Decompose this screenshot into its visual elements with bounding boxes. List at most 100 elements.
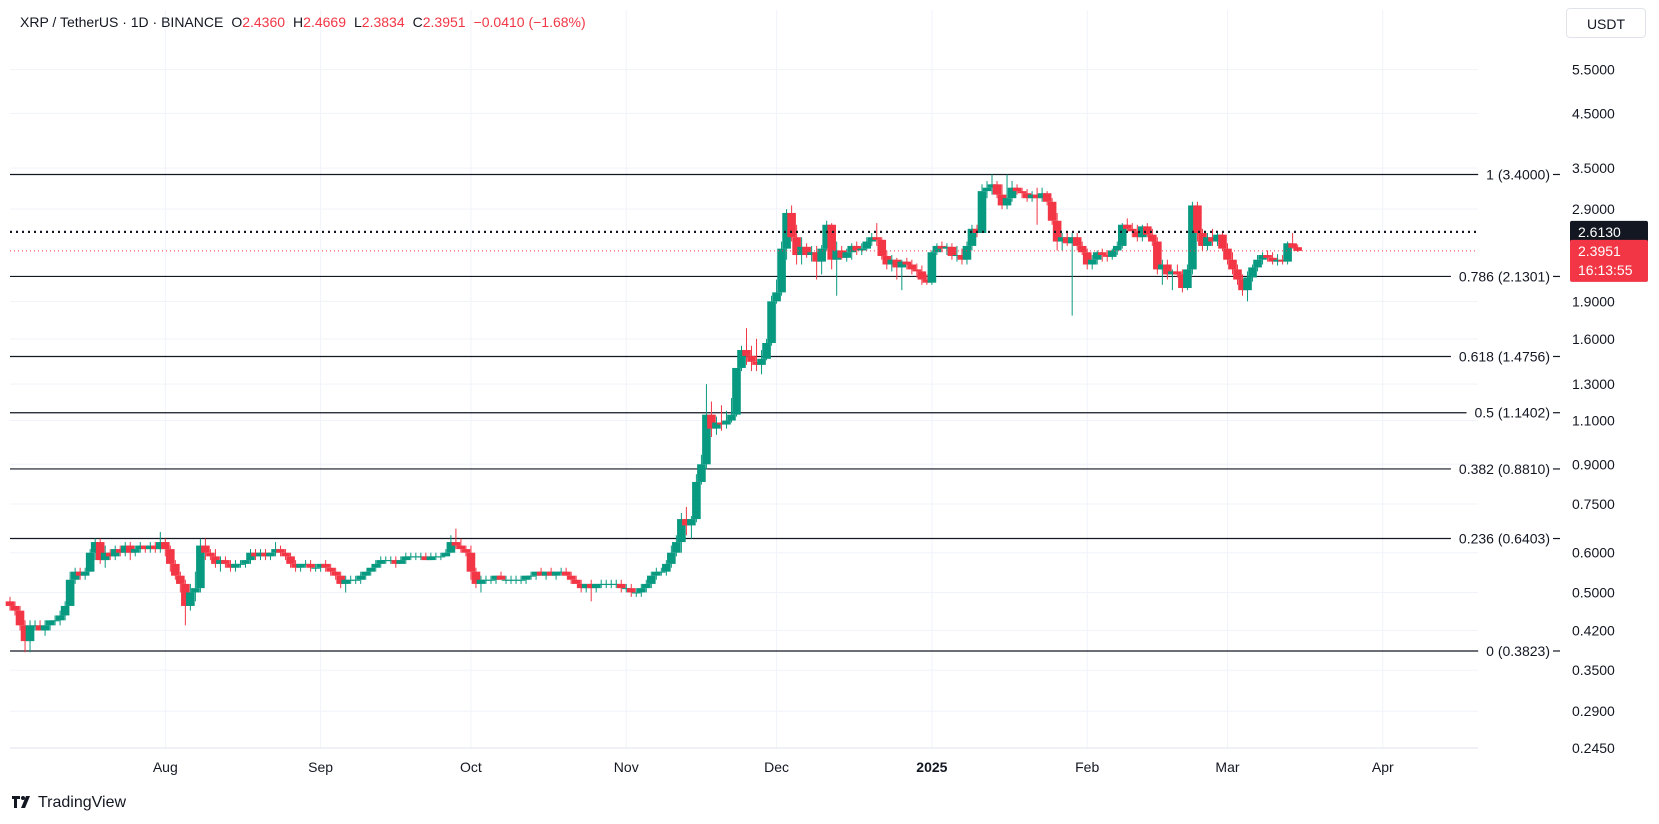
candle-body (707, 414, 716, 429)
candle-body (191, 588, 200, 593)
candle-body (55, 615, 65, 621)
candle-body (897, 261, 907, 268)
candle-body (561, 571, 571, 576)
fibonacci-retracement[interactable]: 1 (3.4000) 0.786 (2.1301) 0.618 (1.4756) 0.… (10, 166, 1560, 659)
candle-body (652, 571, 661, 576)
candle-body (1067, 237, 1077, 244)
candle-body (1122, 224, 1132, 229)
candle-body (50, 620, 60, 622)
candle-body (156, 542, 165, 550)
candle-body (1198, 232, 1207, 246)
candle-body (10, 605, 20, 611)
candle-body (962, 245, 972, 260)
candle-body (827, 224, 836, 260)
candle-body (526, 575, 536, 577)
fib-level-label: 0.786 (2.1301) (1459, 268, 1550, 284)
candle-body (717, 422, 726, 425)
candle-body (852, 245, 862, 251)
candle-body (1002, 198, 1012, 206)
candle-body (70, 571, 80, 580)
candle-body (1283, 243, 1292, 262)
candle-body (662, 563, 671, 572)
candle-body (1117, 224, 1127, 246)
candle-body (211, 556, 220, 564)
candle-body (1057, 237, 1067, 242)
candle-body (626, 588, 636, 593)
candle-body (982, 187, 992, 192)
candle-body (1082, 252, 1092, 265)
fib-level-label: 0.618 (1.4756) (1459, 348, 1550, 364)
candle-body (992, 184, 1002, 195)
x-tick-label: Feb (1075, 759, 1099, 775)
candle-body (692, 481, 701, 520)
candle-body (822, 224, 831, 249)
candle-body (737, 350, 746, 368)
candle-body (657, 571, 666, 573)
currency-button[interactable]: USDT (1566, 8, 1646, 38)
y-tick-label: 0.2900 (1572, 703, 1615, 719)
candle-body (832, 250, 841, 260)
candle-body (501, 579, 511, 581)
candle-body (1153, 241, 1162, 270)
candle-body (586, 583, 596, 589)
candle-body (60, 605, 70, 616)
candle-body (1233, 269, 1242, 280)
y-tick-label: 5.5000 (1572, 62, 1615, 78)
candle-body (20, 625, 30, 642)
candle-body (642, 583, 651, 589)
candle-body (777, 248, 786, 293)
candle-body (957, 255, 967, 260)
candle-body (316, 563, 325, 568)
candle-body (1273, 259, 1282, 262)
candle-body (1248, 267, 1257, 278)
candlestick-series (5, 174, 1302, 653)
candle-body (451, 542, 461, 546)
candle-body (321, 563, 330, 568)
candle-body (647, 575, 656, 584)
candle-body (551, 571, 561, 576)
candle-body (466, 552, 476, 572)
candle-body (1022, 193, 1032, 199)
open-value: 2.4360 (242, 14, 286, 30)
candle-body (176, 575, 185, 584)
candle-body (161, 542, 170, 550)
fib-level-label: 0 (0.3823) (1486, 643, 1550, 659)
price-markers: 2.6130 2.3951 16:13:55 (10, 220, 1648, 282)
candle-body (1208, 237, 1217, 242)
candle-body (942, 246, 952, 249)
candle-body (486, 579, 496, 581)
last-price-badge (1570, 239, 1648, 282)
candle-body (115, 549, 125, 553)
y-tick-label: 4.5000 (1572, 105, 1615, 121)
close-value: 2.3951 (422, 14, 466, 30)
candle-body (196, 545, 205, 589)
candle-body (431, 556, 441, 558)
y-tick-label: 3.5000 (1572, 160, 1615, 176)
candle-body (85, 552, 95, 572)
candle-body (521, 575, 531, 580)
candle-body (286, 556, 295, 564)
candle-body (687, 519, 696, 526)
candle-body (1138, 226, 1147, 238)
axes: 5.5000 4.5000 3.5000 2.9000 1.9000 1.6000 1.30… (10, 62, 1615, 775)
candle-body (1097, 252, 1107, 256)
candle-body (226, 563, 235, 568)
candle-body (15, 610, 25, 626)
low-value: 2.3834 (361, 14, 405, 30)
candle-body (1163, 264, 1172, 275)
candle-body (65, 579, 75, 606)
tradingview-logo[interactable]: TradingView (12, 794, 126, 812)
candle-body (892, 259, 902, 268)
candle-body (256, 552, 265, 557)
candle-body (932, 245, 942, 253)
candle-body (1017, 191, 1027, 194)
candle-body (301, 563, 310, 565)
close-label: C (412, 14, 423, 30)
candle-body (1037, 193, 1047, 199)
candle-body (1072, 237, 1082, 246)
candle-body (401, 556, 411, 561)
candle-body (937, 245, 947, 249)
candle-body (697, 464, 706, 482)
candle-body (441, 552, 451, 557)
